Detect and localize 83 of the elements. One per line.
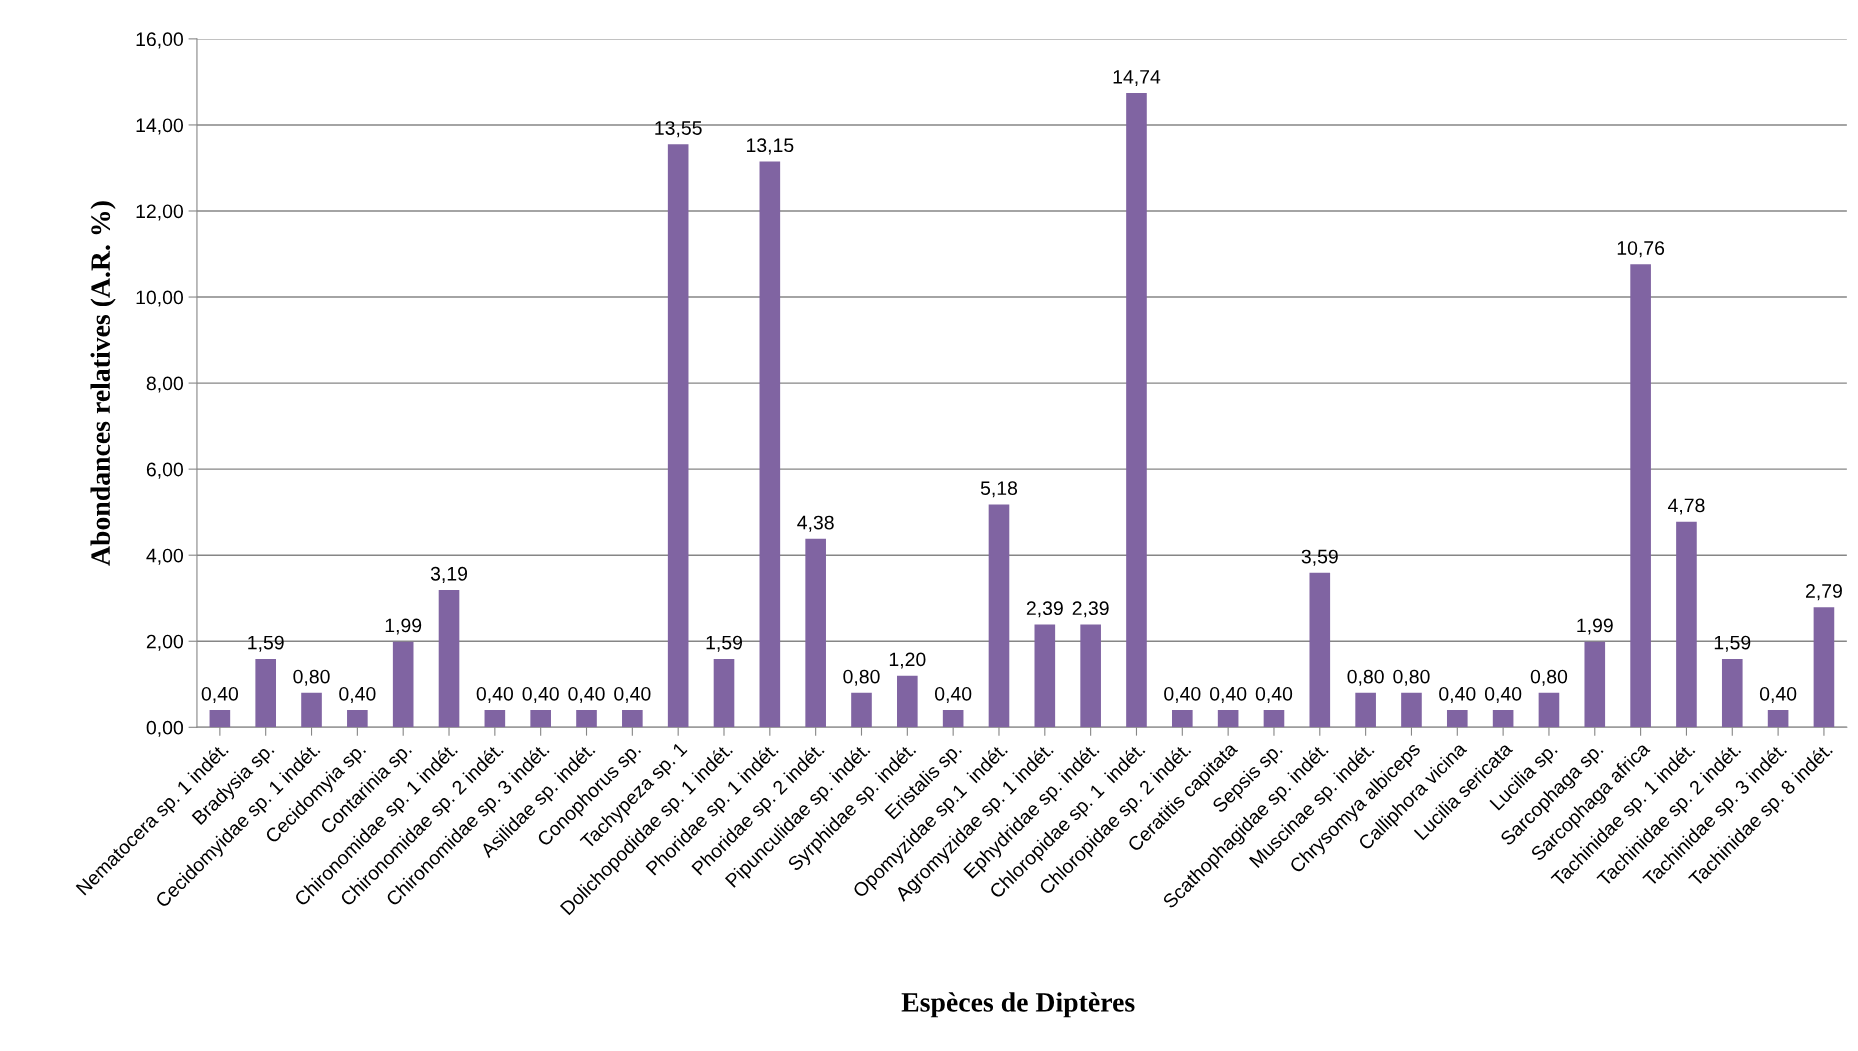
bar (1492, 710, 1514, 728)
data-label: 2,79 (1805, 584, 1842, 601)
data-label: 3,59 (1301, 549, 1338, 566)
bar (209, 710, 231, 728)
data-label: 4,38 (797, 515, 834, 532)
bar (1309, 572, 1331, 728)
y-tick-label: 4,00 (146, 548, 183, 565)
data-label: 0,40 (1439, 686, 1476, 703)
data-label: 1,20 (889, 652, 926, 669)
bar (530, 710, 551, 728)
data-label: 0,40 (568, 686, 605, 703)
bar (1263, 710, 1285, 728)
data-label: 1,59 (706, 635, 742, 652)
bar (438, 590, 460, 728)
data-label: 0,80 (1347, 669, 1384, 686)
data-label: 2,39 (1072, 601, 1109, 618)
y-tick-label: 2,00 (146, 634, 183, 651)
data-label: 13,55 (655, 121, 702, 138)
data-label: 1,99 (1577, 618, 1613, 635)
bar (347, 710, 368, 728)
bar (576, 710, 597, 728)
y-axis-title: Abondances relatives (A.R. %) (90, 201, 116, 566)
data-label: 0,40 (522, 686, 559, 703)
data-label: 0,40 (1164, 686, 1201, 703)
data-label: 4,78 (1667, 498, 1705, 515)
y-tick-label: 6,00 (146, 462, 183, 479)
bar (759, 161, 781, 728)
data-label: 0,40 (1484, 686, 1522, 703)
bar (392, 641, 414, 728)
bar (1676, 521, 1697, 728)
y-tick-label: 8,00 (146, 376, 183, 393)
bar (1584, 641, 1606, 728)
bar (622, 710, 643, 728)
bar (851, 692, 872, 728)
y-tick-label: 0,00 (146, 720, 183, 737)
bar (713, 658, 735, 728)
data-label: 0,40 (476, 686, 514, 703)
data-label: 0,40 (1759, 686, 1797, 703)
bar (1217, 710, 1239, 728)
y-tick-label: 16,00 (136, 32, 183, 49)
data-label: 0,40 (201, 686, 239, 703)
bar (484, 710, 506, 728)
data-label: 3,19 (430, 566, 468, 583)
data-label: 2,39 (1026, 601, 1063, 618)
data-label: 1,59 (1714, 635, 1751, 652)
bar (255, 658, 277, 728)
data-label: 0,80 (843, 669, 880, 686)
bar (1721, 658, 1743, 728)
bar (1080, 624, 1101, 728)
y-tick-label: 12,00 (136, 204, 183, 221)
data-label: 0,40 (1209, 686, 1247, 703)
data-label: 14,74 (1113, 70, 1161, 86)
data-label: 1,59 (248, 635, 284, 652)
bar (942, 710, 964, 728)
bar (1355, 692, 1376, 728)
data-label: 1,99 (385, 618, 422, 635)
bar (1401, 692, 1422, 728)
bar (805, 538, 826, 728)
bar (1126, 93, 1147, 728)
bar (1446, 710, 1468, 728)
data-label: 0,40 (934, 686, 972, 703)
x-axis-title: Espèces de Diptères (901, 992, 1135, 1018)
data-label: 0,80 (293, 669, 330, 686)
bar (1172, 710, 1193, 728)
data-label: 0,80 (1530, 669, 1568, 686)
data-label: 0,40 (1255, 686, 1293, 703)
bar (1630, 264, 1651, 728)
data-label: 5,18 (980, 481, 1018, 498)
data-label: 13,15 (746, 138, 794, 155)
data-label: 0,40 (614, 686, 651, 703)
bar (1767, 710, 1789, 728)
data-label: 10,76 (1617, 241, 1665, 258)
bar (667, 144, 689, 728)
y-tick-label: 14,00 (136, 118, 183, 135)
bar (897, 675, 918, 728)
bar (1813, 607, 1835, 728)
data-label: 0,40 (339, 686, 376, 703)
bar (988, 504, 1010, 728)
bar (1538, 692, 1560, 728)
data-label: 0,80 (1393, 669, 1430, 686)
bar (1034, 624, 1056, 728)
bar (301, 692, 322, 728)
y-tick-label: 10,00 (136, 290, 183, 307)
